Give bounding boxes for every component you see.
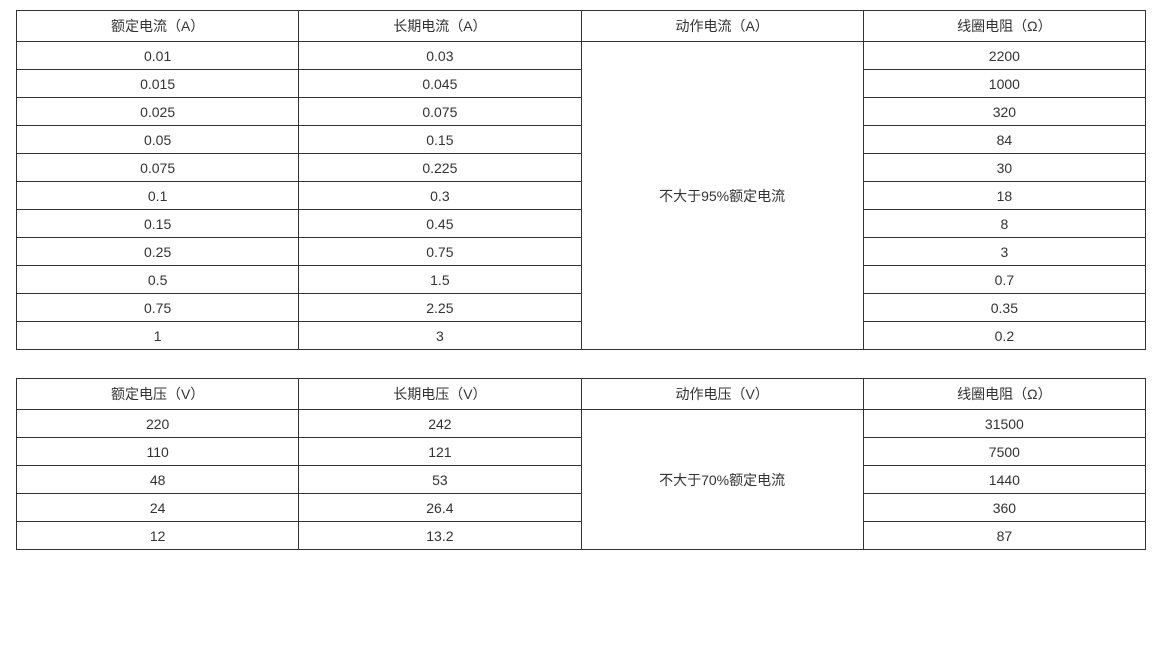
table-cell: 0.75 — [17, 294, 299, 322]
table-row: 220242不大于70%额定电流31500 — [17, 410, 1146, 438]
table-cell: 320 — [863, 98, 1145, 126]
table-cell: 1.5 — [299, 266, 581, 294]
table-cell: 30 — [863, 154, 1145, 182]
table-cell: 0.25 — [17, 238, 299, 266]
col-header-long-voltage: 长期电压（V） — [299, 379, 581, 410]
table-cell: 31500 — [863, 410, 1145, 438]
table-cell: 0.045 — [299, 70, 581, 98]
table-cell: 26.4 — [299, 494, 581, 522]
table-header-row: 额定电流（A） 长期电流（A） 动作电流（A） 线圈电阻（Ω） — [17, 11, 1146, 42]
col-header-rated-current: 额定电流（A） — [17, 11, 299, 42]
table-cell: 2.25 — [299, 294, 581, 322]
table-cell: 24 — [17, 494, 299, 522]
table-cell: 0.15 — [299, 126, 581, 154]
table-cell: 0.45 — [299, 210, 581, 238]
table-cell: 13.2 — [299, 522, 581, 550]
table-row: 0.010.03不大于95%额定电流2200 — [17, 42, 1146, 70]
merged-action-cell: 不大于95%额定电流 — [581, 42, 863, 350]
col-header-long-current: 长期电流（A） — [299, 11, 581, 42]
table-cell: 3 — [299, 322, 581, 350]
table-cell: 121 — [299, 438, 581, 466]
merged-action-cell: 不大于70%额定电流 — [581, 410, 863, 550]
table-header-row: 额定电压（V） 长期电压（V） 动作电压（V） 线圈电阻（Ω） — [17, 379, 1146, 410]
table-cell: 0.7 — [863, 266, 1145, 294]
table-cell: 220 — [17, 410, 299, 438]
table-cell: 87 — [863, 522, 1145, 550]
table-cell: 0.075 — [17, 154, 299, 182]
table-cell: 48 — [17, 466, 299, 494]
col-header-coil-resistance: 线圈电阻（Ω） — [863, 379, 1145, 410]
table-cell: 0.2 — [863, 322, 1145, 350]
table-cell: 1000 — [863, 70, 1145, 98]
col-header-action-current: 动作电流（A） — [581, 11, 863, 42]
table-cell: 12 — [17, 522, 299, 550]
table-cell: 0.5 — [17, 266, 299, 294]
table-cell: 0.75 — [299, 238, 581, 266]
table-cell: 0.03 — [299, 42, 581, 70]
table-cell: 0.35 — [863, 294, 1145, 322]
table-cell: 0.15 — [17, 210, 299, 238]
table-cell: 0.075 — [299, 98, 581, 126]
table-cell: 3 — [863, 238, 1145, 266]
table-cell: 18 — [863, 182, 1145, 210]
table-cell: 1440 — [863, 466, 1145, 494]
table-cell: 110 — [17, 438, 299, 466]
table-cell: 0.225 — [299, 154, 581, 182]
table-cell: 0.025 — [17, 98, 299, 126]
voltage-table-body: 220242不大于70%额定电流315001101217500485314402… — [17, 410, 1146, 550]
table-cell: 2200 — [863, 42, 1145, 70]
table-cell: 0.05 — [17, 126, 299, 154]
current-table-body: 0.010.03不大于95%额定电流22000.0150.04510000.02… — [17, 42, 1146, 350]
table-cell: 7500 — [863, 438, 1145, 466]
table-cell: 1 — [17, 322, 299, 350]
table-cell: 0.1 — [17, 182, 299, 210]
table-cell: 0.01 — [17, 42, 299, 70]
col-header-coil-resistance: 线圈电阻（Ω） — [863, 11, 1145, 42]
table-cell: 0.3 — [299, 182, 581, 210]
current-spec-table: 额定电流（A） 长期电流（A） 动作电流（A） 线圈电阻（Ω） 0.010.03… — [16, 10, 1146, 350]
table-cell: 0.015 — [17, 70, 299, 98]
col-header-action-voltage: 动作电压（V） — [581, 379, 863, 410]
table-cell: 8 — [863, 210, 1145, 238]
table-cell: 84 — [863, 126, 1145, 154]
col-header-rated-voltage: 额定电压（V） — [17, 379, 299, 410]
table-cell: 242 — [299, 410, 581, 438]
table-cell: 53 — [299, 466, 581, 494]
voltage-spec-table: 额定电压（V） 长期电压（V） 动作电压（V） 线圈电阻（Ω） 220242不大… — [16, 378, 1146, 550]
table-cell: 360 — [863, 494, 1145, 522]
